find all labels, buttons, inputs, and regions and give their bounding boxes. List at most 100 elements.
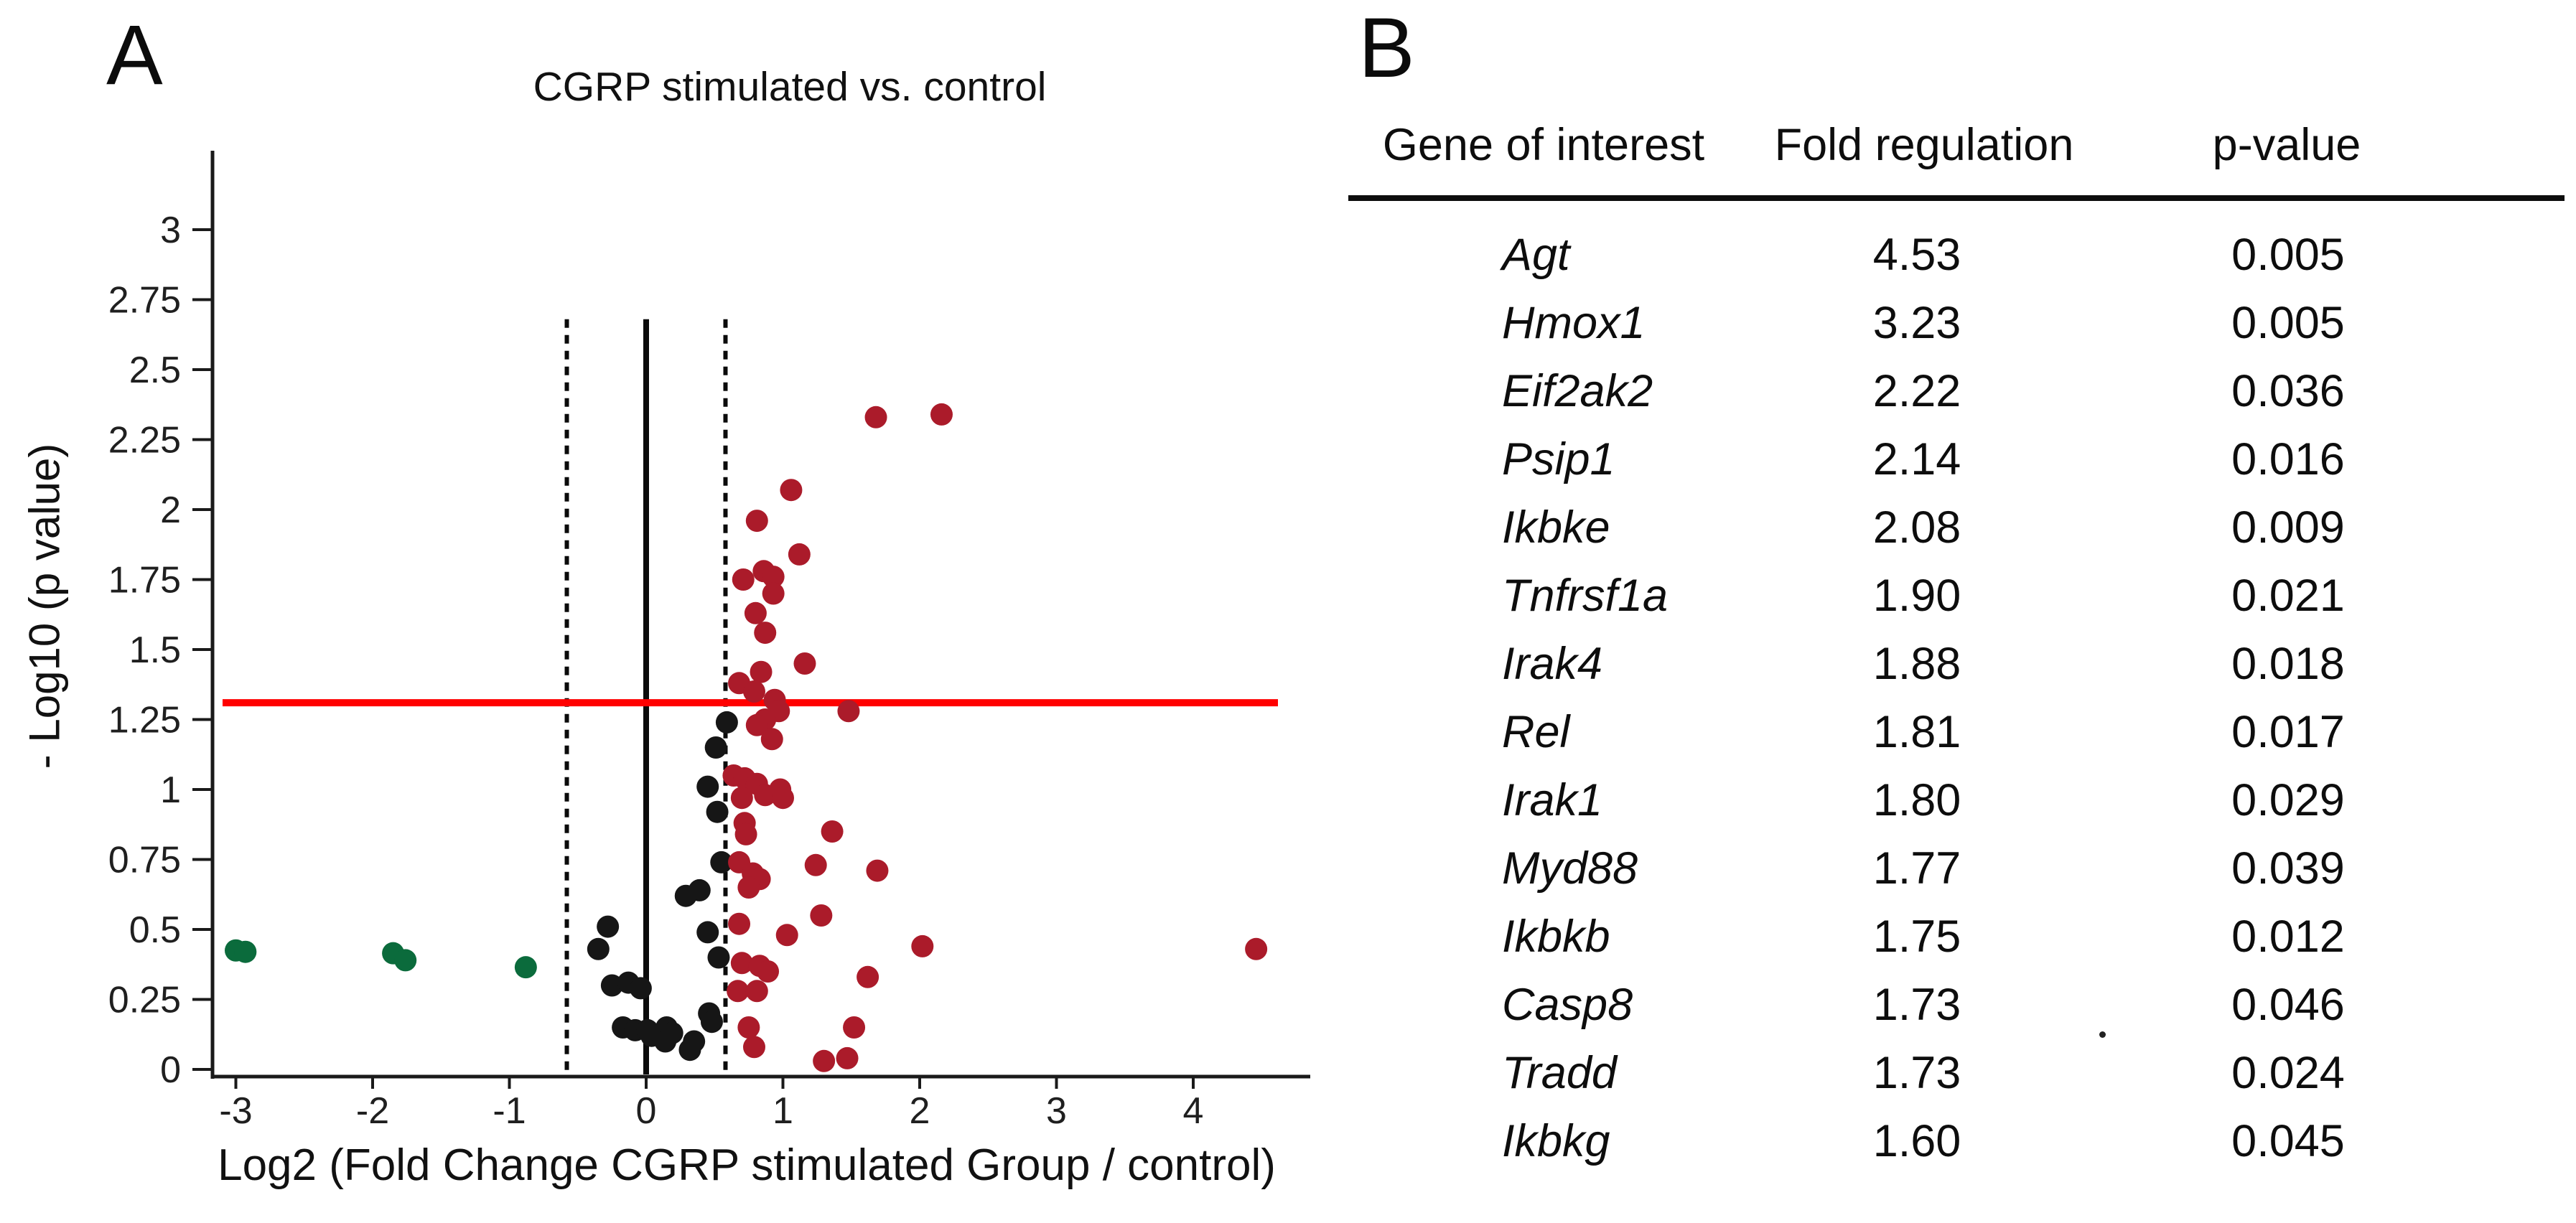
data-point-upregulated	[836, 1046, 859, 1069]
p-value: 0.017	[2231, 707, 2345, 757]
y-axis-tick-label: 2.25	[108, 420, 181, 461]
p-value: 0.016	[2231, 434, 2345, 484]
data-point-non-significant	[600, 974, 623, 997]
data-point-non-significant	[597, 915, 620, 938]
y-axis-tick-label: 0.5	[129, 909, 181, 951]
data-point-non-significant	[710, 851, 733, 873]
p-value: 0.036	[2231, 366, 2345, 416]
p-value: 0.005	[2231, 230, 2345, 280]
data-point-non-significant	[654, 1030, 677, 1053]
gene-name: Hmox1	[1502, 298, 1646, 348]
table-row: Rel 1.81 0.017	[1350, 698, 2565, 767]
data-point-upregulated	[857, 965, 879, 988]
data-point-upregulated	[727, 980, 750, 1003]
data-point-non-significant	[678, 1039, 701, 1062]
data-point-upregulated	[730, 787, 753, 810]
fold-regulation-value: 1.88	[1872, 639, 1961, 689]
p-value: 0.021	[2231, 571, 2345, 621]
gene-name: Agt	[1502, 230, 1570, 280]
p-value: 0.024	[2231, 1048, 2345, 1098]
data-point-non-significant	[629, 977, 652, 1000]
data-point-non-significant	[696, 921, 719, 944]
y-axis-tick-label: 2	[160, 489, 181, 531]
fold-regulation-value: 4.53	[1872, 230, 1961, 280]
x-axis-tick-label: -1	[493, 1090, 526, 1132]
data-point-upregulated	[745, 980, 768, 1003]
y-axis-tick-label: 2.5	[129, 350, 181, 391]
table-header-gene: Gene of interest	[1382, 120, 1705, 170]
y-axis-tick-label: 3	[160, 210, 181, 251]
table-row: Tnfrsf1a 1.90 0.021	[1350, 562, 2565, 630]
fold-regulation-value: 2.22	[1872, 366, 1961, 416]
gene-name: Ikbke	[1502, 502, 1610, 553]
x-axis-tick-label: -3	[219, 1090, 252, 1132]
table-row: Irak4 1.88 0.018	[1350, 630, 2565, 698]
data-point-upregulated	[757, 960, 780, 983]
x-axis-tick-label: 4	[1183, 1090, 1204, 1132]
x-axis-title: Log2 (Fold Change CGRP stimulated Group …	[218, 1140, 1276, 1190]
data-point-upregulated	[760, 728, 783, 751]
panel-a-label: A	[106, 8, 163, 103]
data-point-downregulated	[234, 940, 257, 963]
gene-table: Agt 4.53 0.005 Hmox1 3.23 0.005 Eif2ak2 2.22 0.0…	[1350, 221, 2565, 1176]
x-axis-tick-label: 0	[636, 1090, 657, 1132]
data-point-upregulated	[837, 700, 860, 723]
y-axis-tick-label: 0	[160, 1049, 181, 1091]
data-point-upregulated	[762, 566, 785, 589]
x-axis-tick-label: 2	[910, 1090, 930, 1132]
y-axis-tick-label: 0.75	[108, 840, 181, 881]
p-value: 0.012	[2231, 912, 2345, 962]
data-point-upregulated	[804, 853, 827, 876]
data-point-upregulated	[754, 622, 777, 645]
data-point-non-significant	[587, 937, 610, 960]
data-point-upregulated	[737, 876, 760, 899]
table-row: Psip1 2.14 0.016	[1350, 426, 2565, 494]
data-point-upregulated	[813, 1049, 836, 1072]
y-axis-tick-label: 1.25	[108, 700, 181, 741]
p-value: 0.045	[2231, 1116, 2345, 1166]
data-point-upregulated	[728, 912, 751, 935]
fold-regulation-value: 1.73	[1872, 1048, 1961, 1098]
data-point-upregulated	[810, 904, 833, 927]
table-row: Ikbkg 1.60 0.045	[1350, 1107, 2565, 1176]
fold-regulation-value: 1.80	[1872, 775, 1961, 825]
data-point-upregulated	[788, 543, 811, 566]
gene-name: Tnfrsf1a	[1502, 571, 1669, 621]
data-point-upregulated	[762, 582, 785, 605]
data-point-upregulated	[734, 823, 757, 845]
data-point-downregulated	[394, 949, 417, 972]
y-axis-tick-label: 1	[160, 769, 181, 811]
data-point-upregulated	[1245, 937, 1268, 960]
table-row: Myd88 1.77 0.039	[1350, 835, 2565, 903]
gene-name: Casp8	[1502, 980, 1633, 1030]
data-point-upregulated	[930, 403, 953, 426]
data-point-downregulated	[514, 956, 537, 979]
gene-name: Tradd	[1502, 1048, 1617, 1098]
gene-name: Myd88	[1502, 843, 1638, 894]
fold-regulation-value: 1.73	[1872, 980, 1961, 1030]
gene-name: Psip1	[1502, 434, 1615, 484]
data-point-non-significant	[700, 1011, 723, 1034]
gene-name: Ikbkb	[1502, 912, 1610, 962]
data-point-non-significant	[674, 884, 697, 907]
data-point-upregulated	[742, 680, 765, 703]
fold-regulation-value: 3.23	[1872, 298, 1961, 348]
fold-regulation-value: 2.14	[1872, 434, 1961, 484]
data-point-upregulated	[864, 406, 887, 428]
fold-regulation-value: 2.08	[1872, 502, 1961, 553]
data-point-non-significant	[706, 800, 729, 823]
y-axis-tick-label: 1.5	[129, 629, 181, 671]
data-point-non-significant	[707, 946, 730, 969]
data-point-upregulated	[750, 660, 773, 683]
data-point-non-significant	[636, 1018, 659, 1041]
volcano-plot: 0 0.25 0.5 0.75 1 1.25 1.5 1.75 2 2.25 2.5 2.75 3 -3 -…	[108, 151, 1310, 1132]
data-point-upregulated	[730, 952, 753, 975]
y-axis-title: - Log10 (p value)	[20, 443, 69, 769]
p-value: 0.029	[2231, 775, 2345, 825]
x-axis-tick-label: -2	[356, 1090, 389, 1132]
data-point-non-significant	[704, 736, 727, 759]
panel-b-label: B	[1358, 1, 1415, 95]
x-axis-tick-label: 1	[773, 1090, 793, 1132]
data-point-upregulated	[843, 1016, 866, 1039]
